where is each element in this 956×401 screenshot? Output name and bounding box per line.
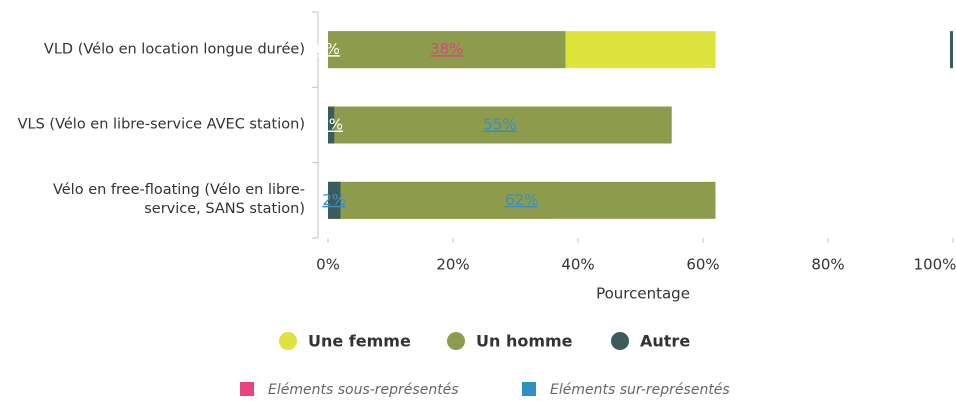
x-tick-label: 80% xyxy=(811,256,844,274)
category-label: Vélo en free-floating (Vélo en libre-ser… xyxy=(52,182,305,218)
legend-label: Un homme xyxy=(476,332,573,351)
legend-label: Eléments sous-représentés xyxy=(268,382,459,398)
legend-label: Une femme xyxy=(308,332,411,351)
data-label: 55% xyxy=(483,116,516,134)
data-label: 62% xyxy=(505,191,538,209)
legend-label: Autre xyxy=(640,332,690,351)
legend-marker xyxy=(611,332,629,350)
x-tick-label: 0% xyxy=(316,256,340,274)
x-tick-label: 60% xyxy=(686,256,719,274)
category-label: VLD (Vélo en location longue durée) xyxy=(43,41,305,58)
legend-label: Eléments sur-représentés xyxy=(550,382,730,398)
bar-edge xyxy=(950,31,953,69)
x-tick-label: 20% xyxy=(436,256,469,274)
bar-segment xyxy=(328,106,335,144)
legend-marker xyxy=(279,332,297,350)
x-tick-label: 40% xyxy=(561,256,594,274)
data-label: 2% xyxy=(322,191,346,209)
bar-segment xyxy=(328,106,672,144)
category-label: VLS (Vélo en libre-service AVEC station) xyxy=(17,116,305,133)
bar-segment xyxy=(328,31,566,69)
data-label: 38% xyxy=(430,40,463,58)
data-label: 0% xyxy=(316,40,340,58)
data-label: 1% xyxy=(319,116,343,134)
bar-segment xyxy=(328,181,341,219)
legend-swatch xyxy=(240,382,254,396)
bar-segment xyxy=(328,181,716,219)
legend-marker xyxy=(447,332,465,350)
x-tick-label: 100% xyxy=(914,256,956,274)
legend-swatch xyxy=(522,382,536,396)
x-axis-label: Pourcentage xyxy=(596,285,690,303)
